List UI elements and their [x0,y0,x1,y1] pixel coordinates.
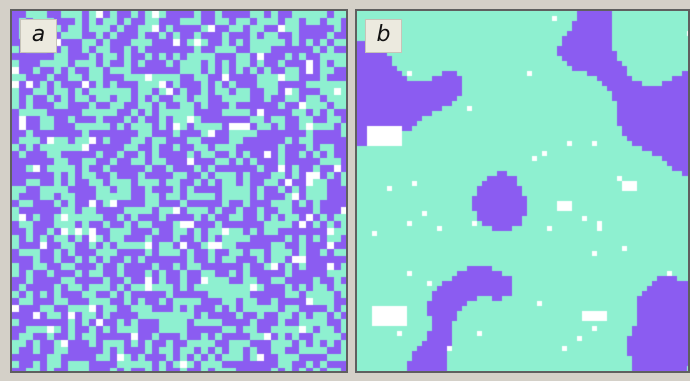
clustered-pattern-canvas [357,11,688,371]
panel-label-b: b [365,19,402,53]
random-pattern-canvas [12,11,346,371]
panel-b: b [355,9,690,373]
panel-label-a: a [20,19,57,53]
panel-a: a [10,9,348,373]
